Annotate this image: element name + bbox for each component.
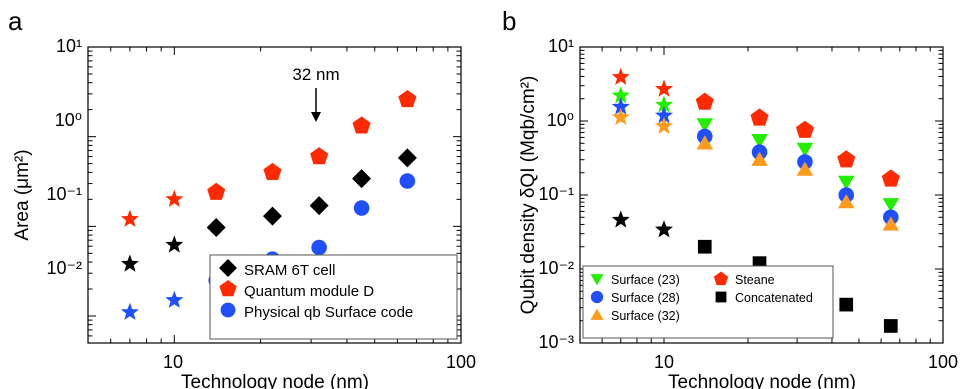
panel-a-letter: a — [8, 6, 23, 36]
panel-b-ytick-1e-2: 10⁻² — [538, 258, 574, 278]
panel-a-legend-key-1 — [219, 280, 237, 297]
panel-b-point-s2-4 — [882, 216, 899, 231]
panel-b-star-point-3 — [611, 107, 630, 125]
panel-b: b 10 100 10⁻³ 10⁻² 10⁻¹ 10⁰ 10¹ Technolo… — [502, 6, 958, 389]
panel-b-point-s3-4 — [881, 169, 900, 187]
panel-b-marks — [611, 67, 900, 333]
panel-b-star-point-4 — [655, 79, 673, 97]
panel-a-legend-key-0 — [219, 259, 237, 277]
panel-a-legend: SRAM 6T cell Quantum module D Physical q… — [209, 254, 458, 340]
panel-a-legend-box — [209, 254, 458, 340]
panel-b-star-point-9 — [655, 220, 673, 238]
panel-b-point-s4-3 — [839, 297, 854, 312]
panel-a-star-point-4 — [120, 302, 139, 320]
panel-b-point-s0-3 — [838, 175, 855, 190]
panel-a-point-s1-2 — [207, 182, 226, 200]
panel-a-point-s0-4 — [309, 196, 329, 216]
panel-b-point-s3-2 — [795, 120, 814, 138]
panel-b-point-s2-2 — [796, 161, 814, 176]
panel-b-star-point-1 — [611, 86, 630, 104]
panel-b-legend-label-surface28: Surface (28) — [611, 291, 680, 305]
panel-b-point-s4-0 — [697, 239, 712, 254]
panel-b-point-s0-0 — [696, 118, 713, 133]
panel-b-legend-key-3 — [713, 271, 729, 286]
panel-a-ylabel: Area (μm²) — [12, 149, 33, 240]
panel-a-star-point-3 — [165, 235, 184, 253]
panel-b-star-point-5 — [655, 95, 673, 113]
panel-b-letter: b — [502, 6, 516, 36]
panel-b-star-point-6 — [655, 106, 673, 124]
panel-a-point-s2-4 — [311, 239, 327, 256]
panel-b-point-s3-1 — [750, 108, 769, 126]
panel-a-legend-label-sram: SRAM 6T cell — [244, 262, 335, 279]
panel-a-xlabel: Technology node (nm) — [181, 372, 369, 389]
panel-a-xtick-100: 100 — [446, 352, 476, 372]
panel-a-legend-keys — [219, 259, 237, 318]
panel-b-ytick-1e1: 10¹ — [548, 36, 574, 56]
panel-a-xtick-10: 10 — [163, 352, 183, 372]
panel-a-star-point-0 — [120, 254, 139, 272]
panel-a-annotation-arrow — [311, 88, 321, 122]
panel-b-ytick-1e-3: 10⁻³ — [538, 332, 574, 352]
panel-a-point-s1-3 — [263, 162, 282, 180]
panel-a-ytick-1e0: 10⁰ — [55, 110, 82, 130]
panel-b-point-s2-3 — [838, 194, 855, 209]
panel-a-point-s2-6 — [399, 173, 416, 189]
panel-a-marks — [120, 90, 417, 320]
panel-b-point-s3-0 — [695, 92, 714, 110]
panel-a-legend-key-2 — [220, 302, 236, 318]
panel-a-ticks — [87, 46, 462, 344]
panel-b-xtick-100: 100 — [928, 352, 958, 372]
panel-a-annotation-32nm: 32 nm — [292, 65, 339, 84]
panel-b-legend-label-concatenated: Concatenated — [735, 291, 813, 305]
panel-b-legend-key-1 — [590, 290, 604, 304]
panel-a-frame — [87, 46, 462, 344]
panel-b-legend-label-steane: Steane — [735, 273, 775, 287]
panel-a-ytick-1e-2: 10⁻² — [46, 258, 82, 278]
panel-a-point-s1-6 — [398, 90, 417, 108]
panel-b-star-point-0 — [611, 67, 630, 85]
panel-a-point-s0-6 — [397, 148, 417, 168]
panel-a: a 10 100 10⁻² 10⁻¹ 10⁰ 10¹ Technology no… — [8, 6, 476, 389]
panel-b-point-s4-4 — [883, 319, 898, 333]
panel-b-legend-label-surface32: Surface (32) — [611, 309, 680, 323]
panel-b-xtick-10: 10 — [654, 352, 674, 372]
panel-b-point-s0-2 — [796, 142, 814, 157]
panel-a-star-point-1 — [120, 209, 139, 227]
panel-a-point-s2-5 — [353, 200, 370, 216]
panel-a-star-point-5 — [165, 290, 184, 308]
panel-b-point-s2-1 — [751, 151, 768, 166]
panel-a-ytick-1e-1: 10⁻¹ — [46, 184, 82, 204]
panel-b-ylabel: Qubit density δQI (Mqb/cm²) — [518, 76, 539, 315]
panel-a-point-s1-5 — [352, 116, 371, 134]
panel-a-ytick-1e1: 10¹ — [56, 36, 82, 56]
panel-a-point-s0-5 — [352, 169, 372, 189]
panel-a-point-s0-3 — [262, 206, 282, 226]
panel-a-legend-label-physical: Physical qb Surface code — [244, 304, 413, 321]
panel-b-ytick-1e-1: 10⁻¹ — [538, 184, 574, 204]
panel-b-star-point-7 — [655, 116, 673, 134]
panel-b-ticks — [579, 46, 944, 344]
panel-a-point-s1-4 — [310, 147, 329, 165]
panel-b-ytick-1e0: 10⁰ — [547, 110, 574, 130]
panel-b-star-point-8 — [611, 210, 630, 228]
panel-b-legend-box — [582, 265, 834, 339]
panel-b-legend-key-4 — [715, 291, 727, 303]
panel-b-legend-keys — [590, 271, 729, 320]
panel-b-point-s2-0 — [696, 135, 713, 150]
panel-b-xlabel: Technology node (nm) — [668, 372, 856, 389]
panel-b-point-s0-4 — [882, 198, 899, 213]
panel-b-legend-key-0 — [590, 274, 604, 286]
panel-b-legend-label-surface23: Surface (23) — [611, 273, 680, 287]
panel-b-star-point-2 — [611, 97, 630, 115]
panel-a-star-point-2 — [165, 189, 184, 207]
panel-a-legend-label-qmodule: Quantum module D — [244, 283, 374, 300]
panel-a-point-s0-2 — [206, 218, 226, 238]
panel-b-legend: Surface (23) Surface (28) Surface (32) S… — [582, 265, 834, 339]
panel-b-point-s3-3 — [837, 150, 856, 168]
panel-b-point-s0-1 — [751, 134, 768, 149]
panel-b-legend-key-2 — [590, 308, 604, 320]
